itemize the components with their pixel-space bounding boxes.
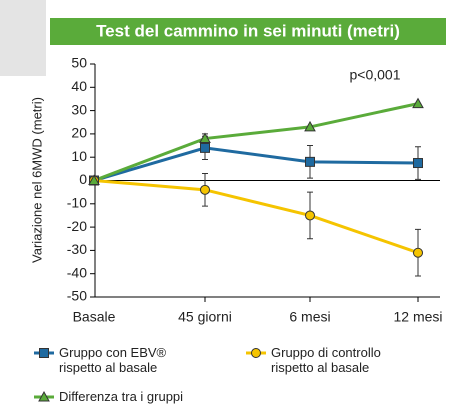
marker	[413, 247, 423, 258]
marker	[200, 142, 210, 153]
x-tick-label: 12 mesi	[393, 309, 442, 325]
y-tick-label: 10	[71, 148, 87, 164]
series-line	[93, 102, 419, 182]
x-tick-label: Basale	[73, 309, 116, 325]
marker	[88, 174, 100, 185]
marker	[305, 210, 315, 221]
marker	[413, 158, 423, 169]
series-line	[93, 179, 419, 255]
legend-label: Differenza tra i gruppi	[59, 389, 184, 404]
x-tick-label: 6 mesi	[289, 309, 330, 325]
y-tick-label: -40	[67, 264, 87, 280]
annotation: p<0,001	[350, 67, 401, 83]
legend-label: Gruppo con EBV® rispetto al basale	[59, 345, 167, 375]
legend-label: Gruppo di controllo rispetto al basale	[271, 345, 381, 375]
y-tick-label: -20	[67, 218, 87, 234]
y-tick-label: -30	[67, 241, 87, 257]
x-tick-label: 45 giorni	[178, 309, 232, 325]
y-tick-label: 0	[79, 171, 87, 187]
y-tick-label: 40	[71, 78, 87, 94]
y-axis-label: Variazione nel 6MWD (metri)	[29, 97, 44, 263]
marker	[305, 156, 315, 167]
marker	[39, 348, 49, 358]
marker	[412, 97, 424, 109]
y-tick-label: 20	[71, 125, 87, 141]
y-tick-label: 30	[71, 101, 87, 117]
side-panel	[0, 0, 46, 76]
marker	[304, 120, 316, 132]
series-line	[93, 146, 419, 182]
marker	[199, 132, 211, 144]
marker	[200, 184, 210, 195]
title-bar	[50, 18, 446, 45]
marker	[251, 348, 261, 358]
y-tick-label: -50	[67, 288, 87, 304]
marker	[38, 390, 50, 402]
y-tick-label: 50	[71, 55, 87, 71]
chart-title: Test del cammino in sei minuti (metri)	[96, 21, 400, 40]
y-tick-label: -10	[67, 195, 87, 211]
